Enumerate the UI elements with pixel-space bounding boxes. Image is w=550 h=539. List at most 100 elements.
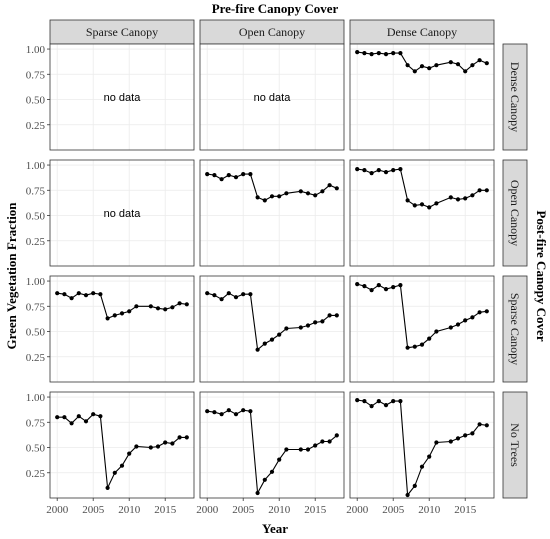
data-point (184, 435, 189, 440)
data-point (427, 336, 432, 341)
data-point (119, 463, 125, 468)
data-point (55, 415, 60, 420)
y-tick-label: 0.50 (26, 95, 46, 107)
data-point (241, 172, 246, 177)
y-tick-label: 0.75 (26, 185, 46, 197)
panel-border (349, 159, 495, 267)
data-point (233, 412, 239, 417)
data-point (212, 173, 217, 178)
y-tick-label: 1.00 (26, 392, 46, 404)
data-point (320, 319, 325, 324)
data-point (434, 440, 439, 445)
column-strip-label: Dense Canopy (387, 25, 457, 39)
data-point (262, 341, 267, 346)
panel-border (349, 391, 495, 499)
data-point (327, 313, 332, 318)
data-point (398, 167, 403, 172)
data-point (155, 306, 161, 311)
data-point (62, 292, 67, 297)
data-point (320, 189, 325, 194)
data-point (262, 477, 267, 482)
data-point (355, 50, 360, 55)
data-point (463, 196, 468, 201)
x-tick-label: 2000 (346, 504, 369, 516)
data-point (305, 447, 311, 452)
data-point (305, 191, 311, 196)
data-point (334, 313, 339, 318)
y-tick-label: 0.25 (26, 468, 46, 480)
data-point (148, 304, 153, 309)
data-point (376, 168, 381, 173)
data-point (412, 483, 417, 488)
data-point (334, 186, 339, 191)
data-point (470, 315, 475, 320)
no-data-label: no data (104, 92, 142, 104)
data-point (398, 283, 403, 288)
panel-background (350, 276, 494, 382)
panel-background (350, 392, 494, 498)
data-point (226, 291, 231, 296)
data-point (69, 296, 74, 301)
data-point (419, 342, 425, 347)
data-point (269, 469, 275, 474)
x-tick-label: 2000 (46, 504, 69, 516)
data-point (448, 439, 453, 444)
panel-border (199, 43, 345, 151)
x-tick-label: 2005 (382, 504, 405, 516)
data-point (391, 51, 396, 56)
data-point (313, 193, 318, 198)
data-point (362, 168, 367, 173)
data-point (248, 409, 253, 414)
panel-background (50, 160, 194, 266)
column-strip-label: Sparse Canopy (86, 25, 158, 39)
data-point (412, 203, 417, 208)
y-tick-label: 0.25 (26, 352, 46, 364)
data-point (177, 435, 182, 440)
x-axis-title: Year (262, 521, 288, 536)
panel-background (200, 160, 344, 266)
x-tick-label: 2005 (232, 504, 255, 516)
row-strip-label: Dense Canopy (508, 62, 522, 132)
data-point (233, 295, 239, 300)
data-point (69, 421, 74, 426)
row-strip-label: No Trees (508, 423, 522, 467)
data-point (248, 172, 253, 177)
data-point (112, 313, 117, 318)
data-point (134, 304, 139, 309)
data-point (376, 399, 381, 404)
x-tick-label: 2010 (268, 504, 291, 516)
row-strip-label: Open Canopy (508, 180, 522, 246)
data-point (455, 322, 461, 327)
data-point (463, 69, 468, 74)
data-point (355, 282, 360, 287)
data-point (320, 439, 325, 444)
data-point (262, 198, 267, 203)
y-tick-label: 1.00 (26, 44, 46, 56)
data-point (477, 422, 482, 427)
data-point (212, 293, 217, 298)
data-point (248, 292, 253, 297)
data-point (55, 291, 60, 296)
y-tick-label: 0.75 (26, 301, 46, 313)
data-point (405, 198, 410, 203)
data-point (355, 398, 360, 403)
data-point (170, 441, 175, 446)
data-point (455, 62, 461, 67)
y-tick-label: 1.00 (26, 160, 46, 172)
data-point (427, 454, 432, 459)
data-point (298, 189, 303, 194)
panel-background (200, 44, 344, 150)
data-point (405, 492, 410, 498)
data-point (255, 490, 260, 496)
y-tick-label: 0.75 (26, 417, 46, 429)
data-point (391, 168, 396, 173)
data-point (205, 409, 210, 414)
data-point (284, 447, 289, 452)
data-point (369, 52, 374, 57)
data-point (105, 316, 110, 321)
x-tick-label: 2005 (82, 504, 105, 516)
data-point (155, 444, 161, 449)
data-point (383, 170, 389, 175)
data-point (205, 291, 210, 296)
data-point (305, 323, 311, 328)
